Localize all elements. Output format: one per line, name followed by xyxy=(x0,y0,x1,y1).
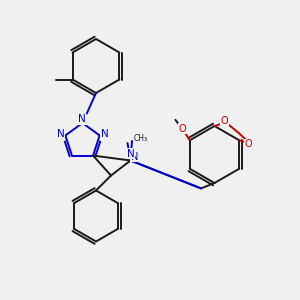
Text: O: O xyxy=(178,124,186,134)
Text: N: N xyxy=(79,114,86,124)
Text: N: N xyxy=(57,129,64,139)
Text: N: N xyxy=(78,113,86,124)
Text: O: O xyxy=(221,116,229,126)
Text: N: N xyxy=(100,129,108,139)
Text: N: N xyxy=(131,152,138,162)
Text: N: N xyxy=(127,149,134,159)
Text: CH₃: CH₃ xyxy=(134,134,148,143)
Text: N: N xyxy=(58,130,65,140)
Text: O: O xyxy=(245,140,253,149)
Text: N: N xyxy=(100,130,107,140)
